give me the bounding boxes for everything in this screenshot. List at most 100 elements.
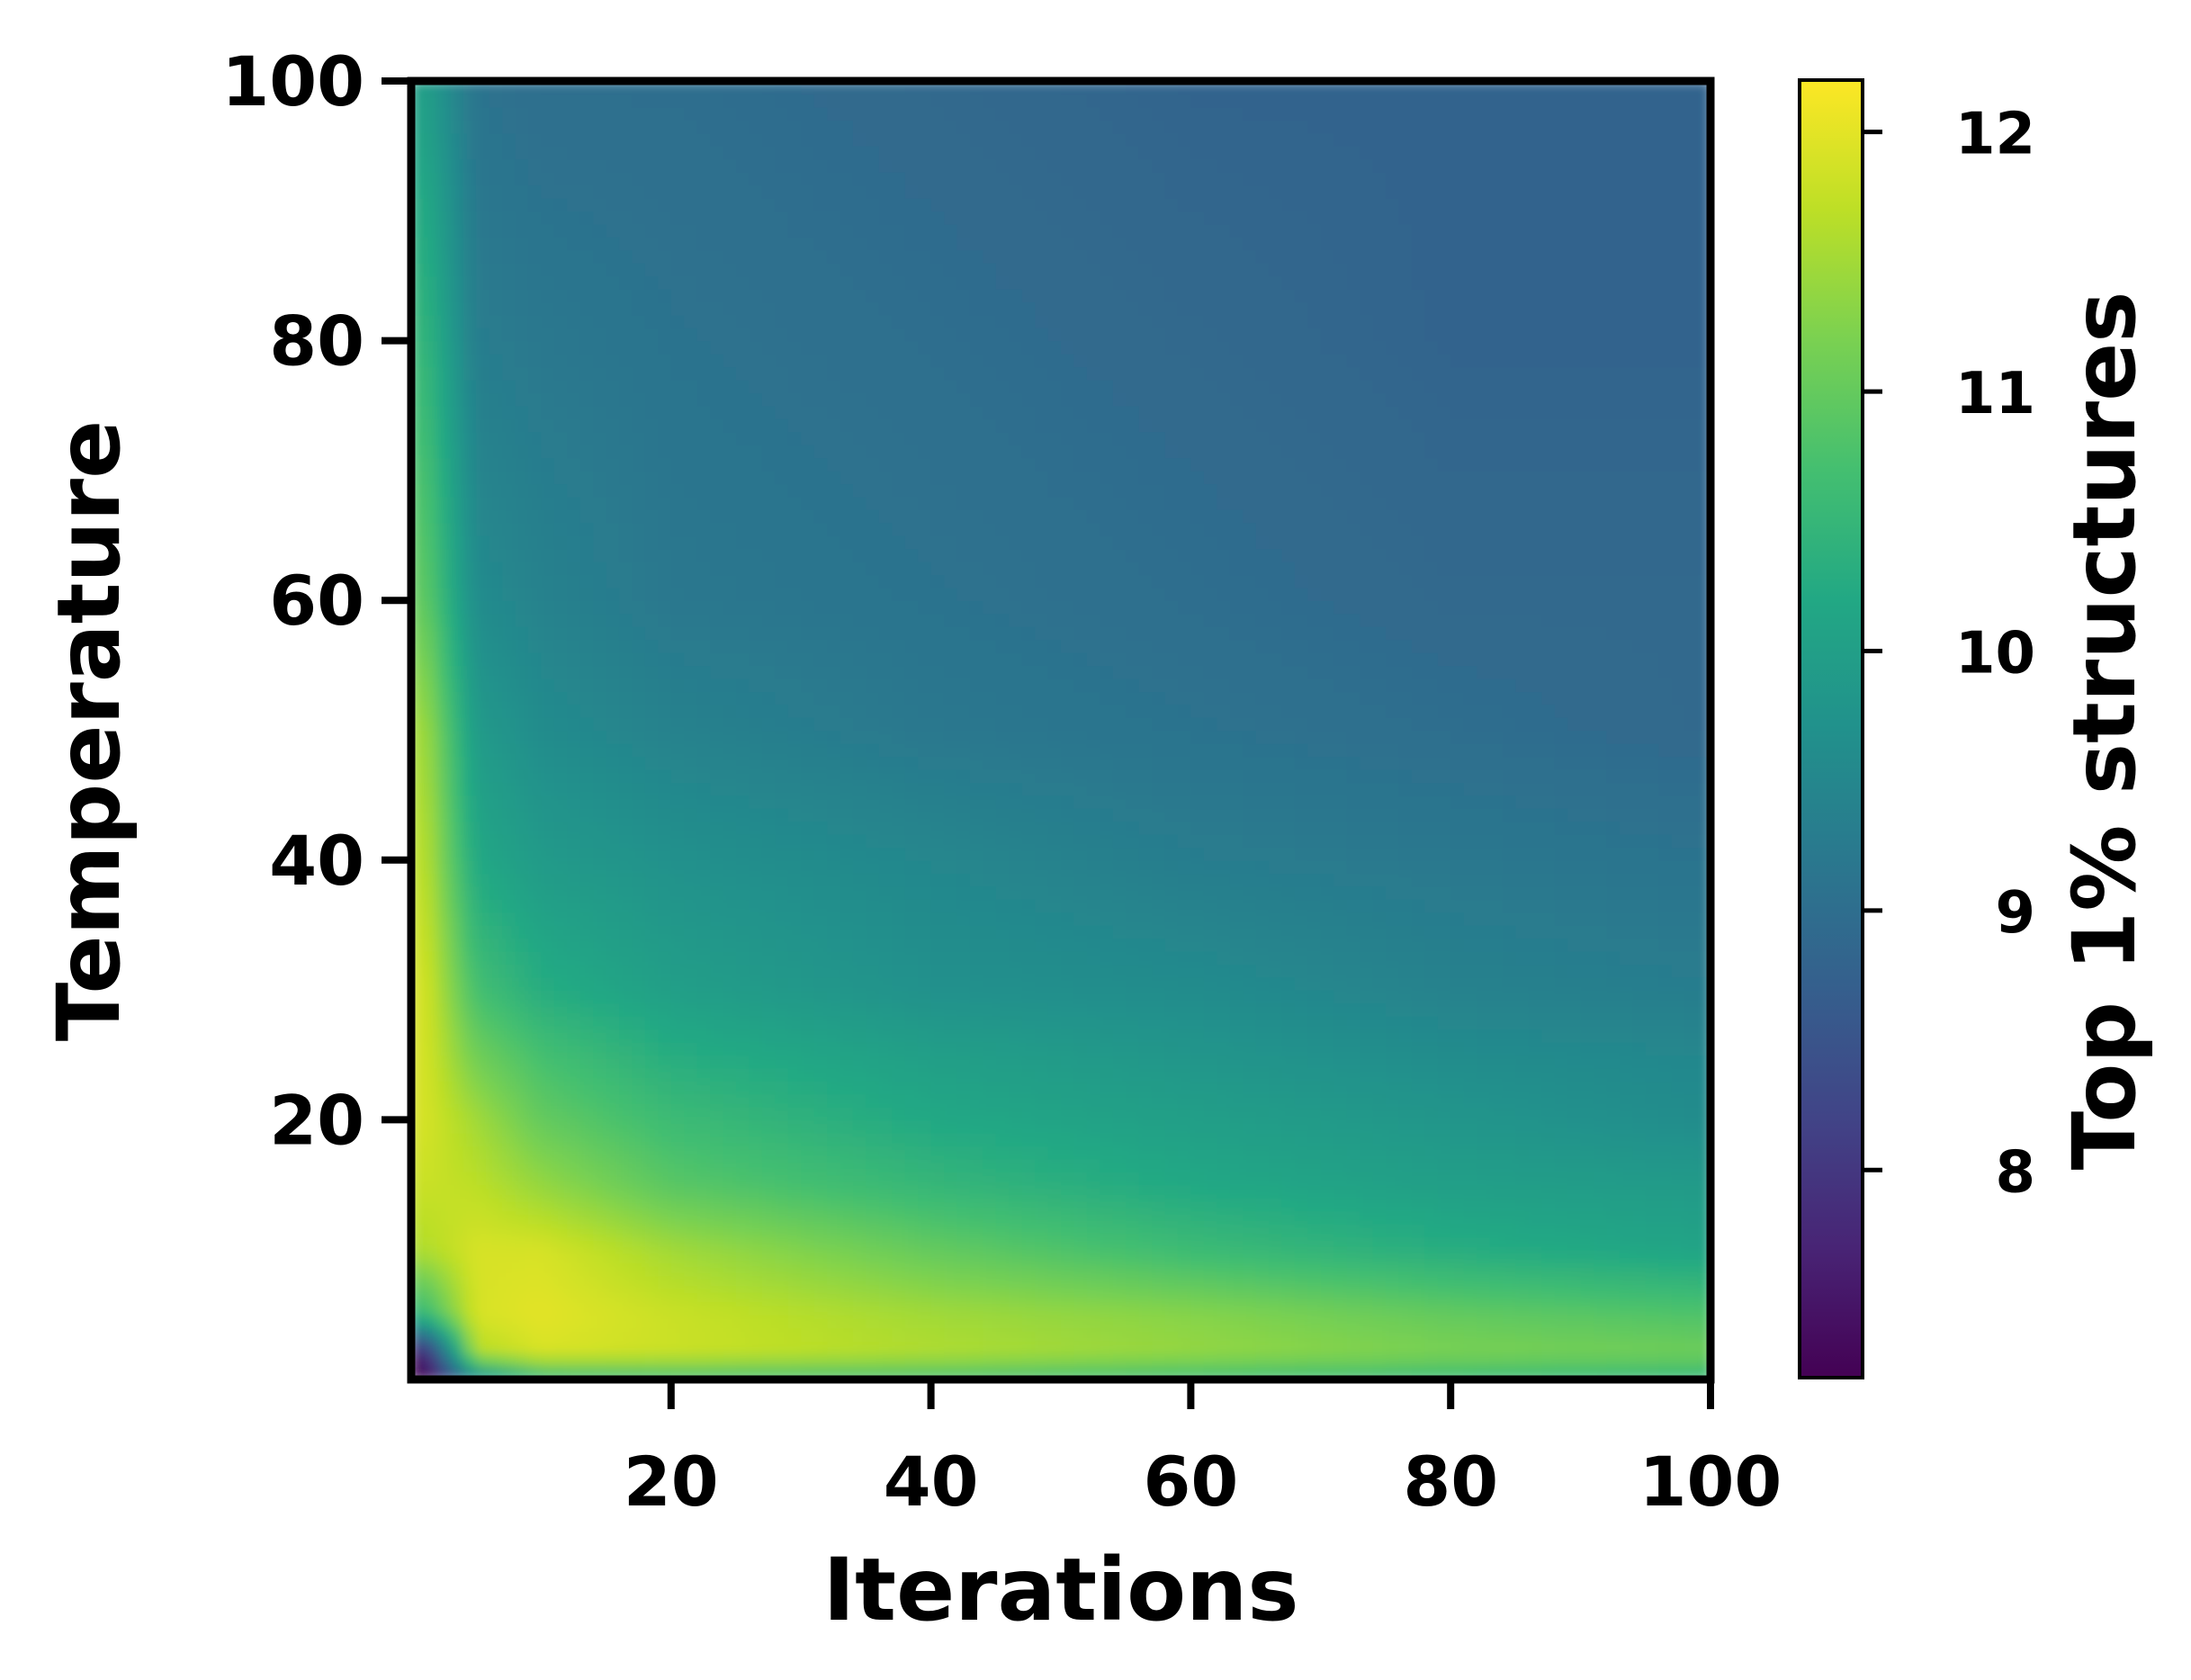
heatmap-cell — [956, 873, 971, 887]
heatmap-cell — [736, 833, 750, 849]
heatmap-cell — [527, 94, 543, 108]
heatmap-cell — [827, 249, 841, 264]
heatmap-cell — [541, 379, 555, 394]
heatmap-cell — [462, 288, 477, 303]
heatmap-cell — [749, 431, 763, 445]
heatmap-cell — [436, 1132, 452, 1147]
heatmap-cell — [670, 1340, 686, 1354]
heatmap-cell — [995, 1158, 1010, 1172]
heatmap-cell — [593, 1093, 607, 1108]
heatmap-cell — [736, 197, 750, 212]
heatmap-cell — [749, 288, 763, 303]
heatmap-cell — [852, 613, 867, 627]
heatmap-cell — [527, 535, 543, 550]
heatmap-cell — [1009, 1041, 1023, 1056]
heatmap-cell — [658, 483, 672, 498]
heatmap-cell — [930, 1353, 945, 1368]
heatmap-cell — [749, 1041, 763, 1056]
heatmap-cell — [723, 938, 737, 952]
heatmap-cell — [658, 1015, 672, 1030]
heatmap-cell — [761, 211, 777, 225]
heatmap-cell — [944, 678, 958, 693]
heatmap-cell — [670, 1172, 686, 1186]
heatmap-cell — [684, 535, 698, 550]
heatmap-cell — [1009, 354, 1023, 368]
heatmap-cell — [918, 392, 932, 407]
heatmap-cell — [684, 1275, 698, 1289]
heatmap-cell — [658, 445, 672, 459]
heatmap-cell — [956, 379, 971, 394]
heatmap-cell — [462, 1067, 477, 1082]
heatmap-cell — [541, 457, 555, 472]
heatmap-cell — [995, 1081, 1010, 1095]
heatmap-cell — [904, 301, 919, 316]
heatmap-cell — [723, 1301, 737, 1316]
heatmap-cell — [1021, 1093, 1036, 1108]
heatmap-cell — [567, 665, 581, 679]
heatmap-cell — [866, 1327, 880, 1342]
heatmap-cell — [866, 691, 880, 705]
heatmap-cell — [710, 1275, 724, 1289]
heatmap-cell — [644, 366, 660, 381]
heatmap-cell — [710, 717, 724, 732]
heatmap-cell — [567, 1015, 581, 1030]
heatmap-cell — [502, 445, 516, 459]
heatmap-cell — [644, 768, 660, 784]
heatmap-cell — [878, 795, 893, 809]
heatmap-cell — [904, 742, 919, 758]
heatmap-cell — [944, 1197, 958, 1212]
heatmap-cell — [1035, 1158, 1049, 1172]
heatmap-cell — [632, 1340, 646, 1354]
heatmap-cell — [462, 795, 477, 809]
heatmap-cell — [1047, 314, 1062, 328]
heatmap-cell — [801, 742, 815, 758]
heatmap-cell — [787, 1172, 802, 1186]
heatmap-cell — [892, 1145, 906, 1160]
heatmap-cell — [852, 1145, 867, 1160]
heatmap-cell — [515, 950, 529, 966]
heatmap-cell — [852, 483, 867, 498]
heatmap-cell — [593, 548, 607, 562]
heatmap-cell — [476, 1288, 490, 1303]
heatmap-cell — [787, 742, 802, 758]
heatmap-cell — [866, 418, 880, 433]
heatmap-cell — [696, 1132, 711, 1147]
heatmap-cell — [527, 1119, 543, 1134]
heatmap-cell — [852, 976, 867, 991]
heatmap-cell — [930, 768, 945, 784]
heatmap-cell — [969, 561, 984, 576]
heatmap-cell — [606, 1093, 620, 1108]
heatmap-cell — [801, 106, 815, 121]
heatmap-cell — [775, 1172, 789, 1186]
heatmap-cell — [1009, 1184, 1023, 1199]
heatmap-cell — [775, 263, 789, 277]
heatmap-cell — [644, 340, 660, 355]
heatmap-cell — [515, 1249, 529, 1263]
heatmap-cell — [710, 535, 724, 550]
heatmap-cell — [1009, 795, 1023, 809]
heatmap-cell — [983, 522, 997, 536]
heatmap-cell — [658, 457, 672, 472]
heatmap-cell — [489, 990, 503, 1004]
heatmap-cell — [787, 223, 802, 238]
heatmap-cell — [696, 496, 711, 510]
heatmap-cell — [761, 1301, 777, 1316]
heatmap-cell — [749, 1055, 763, 1069]
heatmap-cell — [462, 445, 477, 459]
heatmap-cell — [462, 1301, 477, 1316]
heatmap-cell — [606, 340, 620, 355]
heatmap-cell — [918, 340, 932, 355]
heatmap-cell — [606, 678, 620, 693]
heatmap-cell — [450, 288, 464, 303]
heatmap-cell — [489, 275, 503, 290]
heatmap-cell — [553, 106, 569, 121]
heatmap-cell — [684, 1132, 698, 1147]
heatmap-cell — [696, 938, 711, 952]
heatmap-cell — [840, 263, 854, 277]
heatmap-cell — [567, 1002, 581, 1017]
heatmap-cell — [593, 782, 607, 796]
heatmap-cell — [775, 938, 789, 952]
heatmap-cell — [567, 782, 581, 796]
heatmap-cell — [892, 613, 906, 627]
heatmap-cell — [489, 691, 503, 705]
